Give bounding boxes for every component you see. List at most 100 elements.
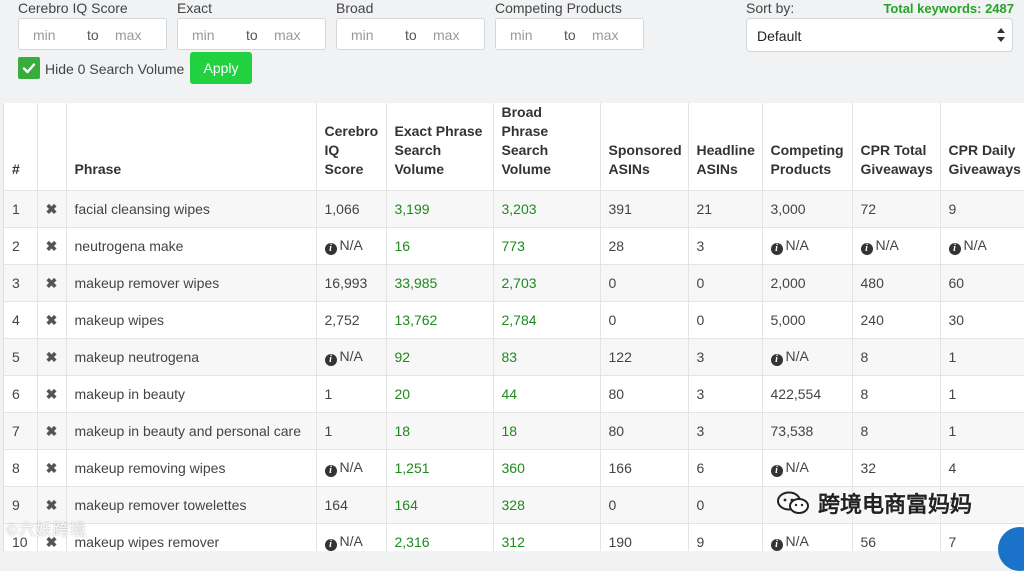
remove-cell[interactable]: ✖: [37, 412, 67, 450]
broad-min-input[interactable]: min: [351, 27, 374, 43]
col-header-broad[interactable]: Broad Phrase Search Volume: [493, 103, 601, 191]
info-icon[interactable]: i: [324, 465, 337, 477]
hide-zero-checkbox[interactable]: [18, 57, 40, 79]
cell-headline: 9: [688, 523, 763, 551]
remove-icon[interactable]: ✖: [45, 533, 58, 550]
checkmark-icon: [22, 63, 36, 74]
cell-exact: 16: [386, 227, 494, 265]
cerebro-max-input[interactable]: max: [115, 27, 142, 43]
table-row[interactable]: 2 ✖ neutrogena make i N/A 16 773 28 3 i N/A i N/A i N/…: [4, 227, 1024, 265]
remove-cell[interactable]: ✖: [37, 190, 67, 228]
sort-select[interactable]: Default: [746, 18, 1013, 52]
col-header-cpr-daily[interactable]: CPR Daily Giveaways: [940, 103, 1024, 191]
remove-cell[interactable]: ✖: [37, 338, 67, 376]
cell-headline: 0: [688, 264, 763, 302]
remove-icon[interactable]: ✖: [45, 274, 58, 291]
remove-cell[interactable]: ✖: [37, 486, 67, 524]
remove-cell[interactable]: ✖: [37, 449, 67, 487]
remove-cell[interactable]: ✖: [37, 227, 67, 265]
table-header-row: # Phrase Cerebro IQ Score Exact Phrase S…: [4, 103, 1024, 191]
broad-max-input[interactable]: max: [433, 27, 460, 43]
col-header-exact[interactable]: Exact Phrase Search Volume: [386, 103, 494, 191]
cell-broad: 2,784: [493, 301, 601, 339]
info-icon[interactable]: i: [770, 539, 783, 551]
info-icon[interactable]: i: [860, 243, 873, 255]
na-value: N/A: [339, 237, 363, 253]
apply-button[interactable]: Apply: [190, 52, 252, 84]
table-row[interactable]: 3 ✖ makeup remover wipes 16,993 33,985 2,703 0…: [4, 264, 1024, 302]
cell-competing: 5,000: [762, 301, 853, 339]
cell-exact: 18: [386, 412, 494, 450]
table-row[interactable]: 4 ✖ makeup wipes 2,752 13,762 2,784 0 0 5,000 240…: [4, 301, 1024, 339]
cell-num: 10: [4, 523, 38, 551]
cell-headline: 6: [688, 449, 763, 487]
na-value: N/A: [339, 459, 363, 475]
cell-competing: i N/A: [762, 523, 853, 551]
cell-exact: 20: [386, 375, 494, 413]
info-icon[interactable]: i: [948, 243, 961, 255]
table-row[interactable]: 7 ✖ makeup in beauty and personal care 1 18 1…: [4, 412, 1024, 450]
table-row[interactable]: 8 ✖ makeup removing wipes i N/A 1,251 360 166 6 i…: [4, 449, 1024, 487]
remove-icon[interactable]: ✖: [45, 385, 58, 402]
remove-icon[interactable]: ✖: [45, 311, 58, 328]
exact-max-input[interactable]: max: [274, 27, 301, 43]
table-row[interactable]: 10 ✖ makeup wipes remover i N/A 2,316 312 190 9 i…: [4, 523, 1024, 551]
cell-cerebro: 1,066: [316, 190, 387, 228]
col-header-competing[interactable]: Competing Products: [762, 103, 853, 191]
remove-cell[interactable]: ✖: [37, 375, 67, 413]
sort-by-label: Sort by:: [746, 0, 795, 16]
remove-icon[interactable]: ✖: [45, 200, 58, 217]
cerebro-min-input[interactable]: min: [33, 27, 56, 43]
table-row[interactable]: 9 ✖ makeup remover towelettes 164 164 328 0 0 1: [4, 486, 1024, 524]
cell-broad: 2,703: [493, 264, 601, 302]
cell-num: 8: [4, 449, 38, 487]
col-header-num[interactable]: #: [4, 103, 38, 191]
competing-range: min to max: [495, 18, 644, 50]
col-header-phrase[interactable]: Phrase: [66, 103, 317, 191]
info-icon[interactable]: i: [770, 465, 783, 477]
remove-cell[interactable]: ✖: [37, 523, 67, 551]
info-icon[interactable]: i: [324, 243, 337, 255]
col-header-cerebro[interactable]: Cerebro IQ Score: [316, 103, 387, 191]
col-header-sponsored[interactable]: Sponsored ASINs: [600, 103, 689, 191]
cell-sponsored: 80: [600, 375, 689, 413]
table-row[interactable]: 5 ✖ makeup neutrogena i N/A 92 83 122 3 i N/A 8 1: [4, 338, 1024, 376]
remove-cell[interactable]: ✖: [37, 264, 67, 302]
broad-range: min to max: [336, 18, 485, 50]
remove-icon[interactable]: ✖: [45, 459, 58, 476]
table-row[interactable]: 1 ✖ facial cleansing wipes 1,066 3,199 3,203 3…: [4, 190, 1024, 228]
remove-icon[interactable]: ✖: [45, 348, 58, 365]
info-icon[interactable]: i: [770, 243, 783, 255]
col-header-cpr-total[interactable]: CPR Total Giveaways: [852, 103, 941, 191]
cell-sponsored: 391: [600, 190, 689, 228]
cell-sponsored: 0: [600, 264, 689, 302]
broad-label: Broad: [336, 0, 374, 16]
cell-phrase: makeup in beauty and personal care: [66, 412, 317, 450]
cell-phrase: makeup removing wipes: [66, 449, 317, 487]
cell-cpr-daily: 60: [940, 264, 1024, 302]
cell-num: 9: [4, 486, 38, 524]
competing-max-input[interactable]: max: [592, 27, 619, 43]
exact-min-input[interactable]: min: [192, 27, 215, 43]
cell-headline: 3: [688, 375, 763, 413]
competing-min-input[interactable]: min: [510, 27, 533, 43]
cell-headline: 3: [688, 227, 763, 265]
cell-cpr-daily: 9: [940, 190, 1024, 228]
cell-broad: 312: [493, 523, 601, 551]
cell-cerebro: i N/A: [316, 338, 387, 376]
remove-icon[interactable]: ✖: [45, 237, 58, 254]
na-value: N/A: [785, 348, 809, 364]
col-header-headline[interactable]: Headline ASINs: [688, 103, 763, 191]
competing-products-label: Competing Products: [495, 0, 622, 16]
remove-icon[interactable]: ✖: [45, 496, 58, 513]
table-row[interactable]: 6 ✖ makeup in beauty 1 20 44 80 3 422,554 8 1: [4, 375, 1024, 413]
info-icon[interactable]: i: [324, 539, 337, 551]
cell-exact: 92: [386, 338, 494, 376]
info-icon[interactable]: i: [324, 354, 337, 366]
remove-icon[interactable]: ✖: [45, 422, 58, 439]
cell-cerebro: 16,993: [316, 264, 387, 302]
info-icon[interactable]: i: [770, 354, 783, 366]
remove-cell[interactable]: ✖: [37, 301, 67, 339]
cell-num: 7: [4, 412, 38, 450]
cell-cpr-daily: 1: [940, 486, 1024, 524]
